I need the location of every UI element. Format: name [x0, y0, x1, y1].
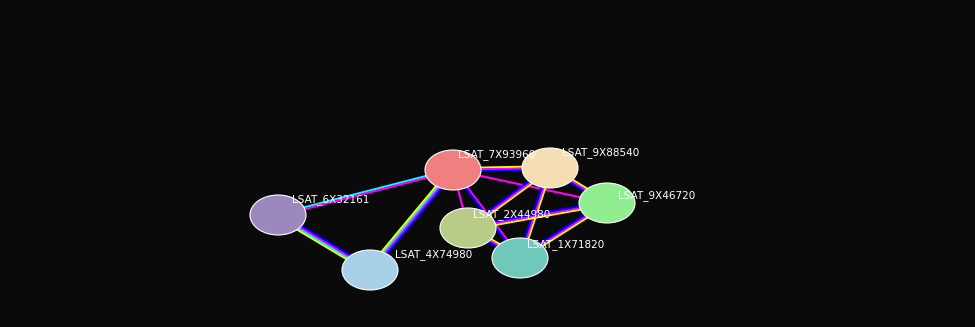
Ellipse shape: [492, 238, 548, 278]
Text: LSAT_9X88540: LSAT_9X88540: [562, 147, 640, 159]
Ellipse shape: [440, 208, 496, 248]
Text: LSAT_7X93960: LSAT_7X93960: [458, 149, 535, 161]
Text: LSAT_4X74980: LSAT_4X74980: [395, 250, 472, 260]
Text: LSAT_9X46720: LSAT_9X46720: [618, 191, 695, 201]
Text: LSAT_6X32161: LSAT_6X32161: [292, 195, 370, 205]
Ellipse shape: [522, 148, 578, 188]
Ellipse shape: [425, 150, 481, 190]
Ellipse shape: [342, 250, 398, 290]
Ellipse shape: [250, 195, 306, 235]
Ellipse shape: [579, 183, 635, 223]
Text: LSAT_1X71820: LSAT_1X71820: [527, 240, 604, 250]
Text: LSAT_2X44980: LSAT_2X44980: [473, 210, 550, 220]
